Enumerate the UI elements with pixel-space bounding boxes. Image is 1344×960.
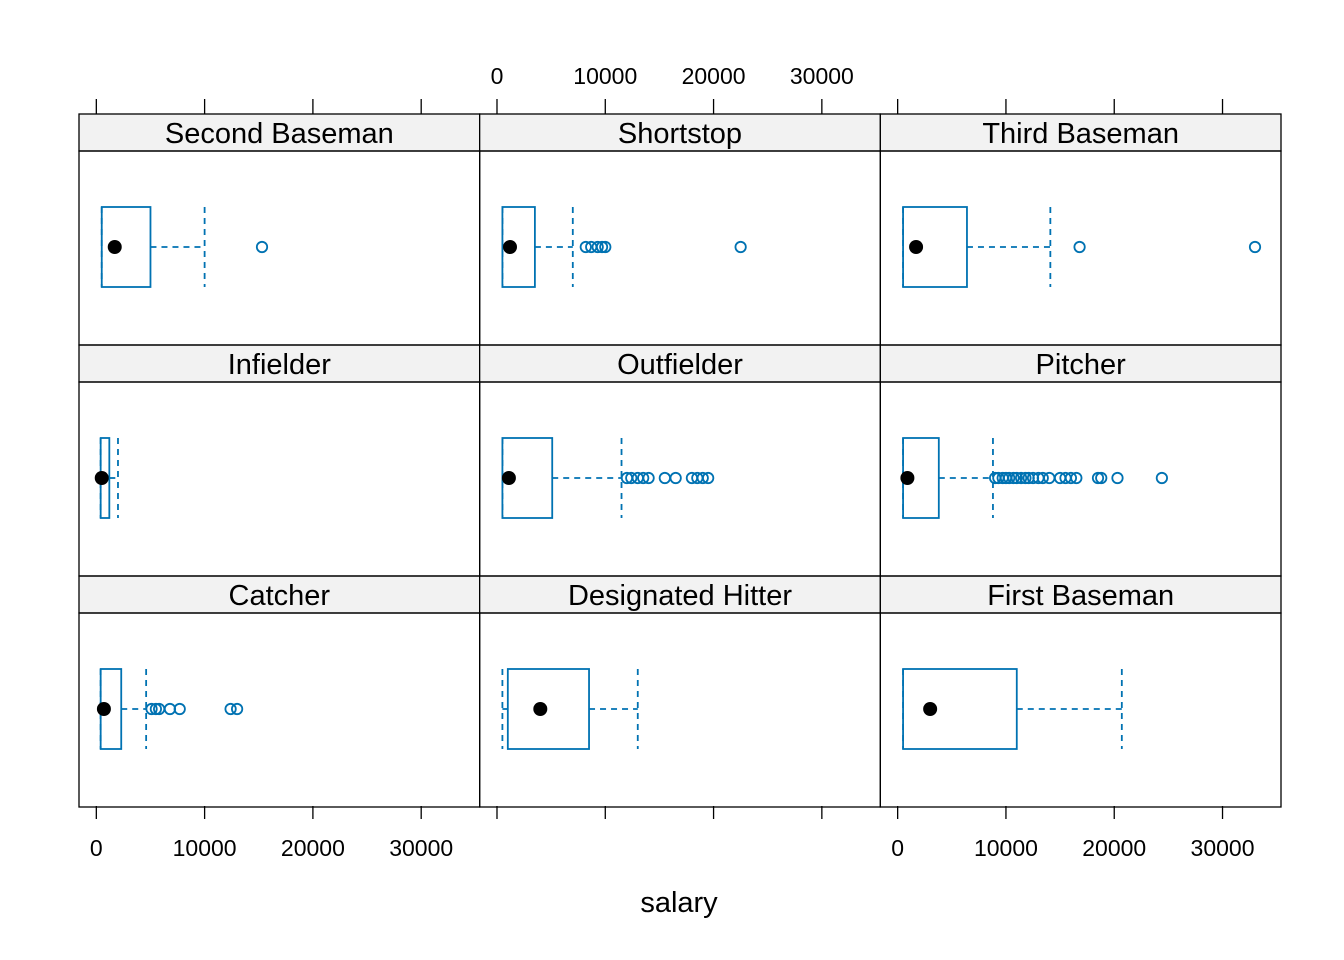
x-tick-label-top-1-30000: 30000 — [790, 63, 854, 89]
panel-second-baseman: Second Baseman — [78, 113, 481, 346]
x-tick-label-bottom-2-30000: 30000 — [1191, 835, 1255, 861]
panel-frame-first-baseman — [879, 612, 1282, 808]
strip-first-baseman — [879, 575, 1282, 614]
strip-catcher — [78, 575, 481, 614]
x-tick-label-bottom-0-30000: 30000 — [389, 835, 453, 861]
strip-label-third-baseman: Third Baseman — [982, 118, 1179, 150]
outlier-shortstop-5 — [734, 240, 747, 254]
strip-label-pitcher: Pitcher — [1036, 349, 1127, 381]
strip-shortstop — [479, 113, 881, 152]
outlier-pitcher-16 — [1064, 471, 1078, 485]
outlier-outfielder-6 — [669, 471, 682, 485]
strip-label-shortstop: Shortstop — [618, 118, 742, 150]
outlier-shortstop-4 — [599, 240, 612, 254]
box-second-baseman — [100, 206, 152, 288]
median-dot-outfielder — [501, 471, 516, 485]
outlier-outfielder-3 — [637, 471, 650, 485]
median-dot-second-baseman — [107, 240, 122, 254]
outlier-catcher-3 — [163, 702, 177, 716]
box-third-baseman — [902, 206, 968, 288]
x-tick-label-bottom-0-0: 0 — [90, 835, 103, 861]
panel-frame-third-baseman — [879, 150, 1282, 346]
outlier-shortstop-3 — [595, 240, 609, 254]
panel-designated-hitter: Designated Hitter — [479, 575, 881, 808]
outlier-shortstop-2 — [591, 240, 604, 254]
outlier-pitcher-19 — [1095, 471, 1108, 485]
strip-label-outfielder: Outfielder — [617, 349, 743, 381]
strip-infielder — [78, 344, 481, 383]
x-tick-label-top-1-0: 0 — [491, 63, 504, 89]
outlier-pitcher-17 — [1070, 471, 1083, 485]
outlier-pitcher-18 — [1091, 471, 1105, 485]
outlier-pitcher-21 — [1155, 471, 1168, 485]
outlier-pitcher-5 — [1007, 471, 1020, 485]
box-designated-hitter — [506, 668, 590, 750]
outlier-pitcher-7 — [1015, 471, 1028, 485]
x-tick-label-bottom-2-20000: 20000 — [1082, 835, 1146, 861]
x-axis-title: salary — [640, 887, 718, 919]
x-tick-label-top-1-20000: 20000 — [682, 63, 746, 89]
median-dot-catcher — [96, 702, 111, 716]
x-tick-label-bottom-0-20000: 20000 — [281, 835, 345, 861]
panel-frame-shortstop — [479, 150, 881, 346]
median-dot-shortstop — [502, 240, 517, 254]
panel-infielder: Infielder — [78, 344, 481, 577]
outlier-pitcher-4 — [1003, 471, 1016, 485]
outlier-catcher-0 — [145, 702, 158, 716]
panel-frame-infielder — [78, 381, 481, 577]
panel-shortstop: Shortstop — [479, 113, 881, 346]
outlier-third-baseman-1 — [1248, 240, 1262, 254]
outlier-third-baseman-0 — [1073, 240, 1086, 254]
panel-pitcher: Pitcher — [879, 344, 1282, 577]
panel-frame-catcher — [78, 612, 481, 808]
outlier-catcher-1 — [149, 702, 162, 716]
strip-label-second-baseman: Second Baseman — [165, 118, 394, 150]
outlier-outfielder-10 — [702, 471, 715, 485]
x-tick-label-bottom-2-0: 0 — [891, 835, 904, 861]
panel-catcher: Catcher — [78, 575, 481, 808]
outlier-outfielder-5 — [658, 471, 671, 485]
outlier-second-baseman-0 — [255, 240, 269, 254]
strip-outfielder — [479, 344, 881, 383]
strip-third-baseman — [879, 113, 1282, 152]
outlier-catcher-4 — [173, 702, 186, 716]
strip-label-catcher: Catcher — [229, 580, 331, 612]
median-dot-first-baseman — [923, 702, 938, 716]
outlier-catcher-5 — [224, 702, 237, 716]
panel-third-baseman: Third Baseman — [879, 113, 1282, 346]
strip-second-baseman — [78, 113, 481, 152]
box-shortstop — [501, 206, 536, 288]
strip-label-infielder: Infielder — [228, 349, 332, 381]
panel-first-baseman: First Baseman — [879, 575, 1282, 808]
outlier-pitcher-20 — [1111, 471, 1124, 485]
outlier-outfielder-4 — [642, 471, 655, 485]
median-dot-infielder — [94, 471, 109, 485]
box-first-baseman — [902, 668, 1018, 750]
strip-label-designated-hitter: Designated Hitter — [568, 580, 792, 612]
x-tick-label-bottom-0-10000: 10000 — [173, 835, 237, 861]
outlier-pitcher-8 — [1019, 471, 1032, 485]
panel-outfielder: Outfielder — [479, 344, 881, 577]
outlier-shortstop-0 — [579, 240, 592, 254]
outlier-pitcher-6 — [1010, 471, 1023, 485]
median-dot-pitcher — [900, 471, 915, 485]
x-tick-label-bottom-2-10000: 10000 — [974, 835, 1038, 861]
strip-label-first-baseman: First Baseman — [987, 580, 1174, 612]
panel-frame-second-baseman — [78, 150, 481, 346]
outlier-catcher-6 — [231, 702, 244, 716]
outlier-pitcher-13 — [1043, 471, 1056, 485]
outlier-outfielder-9 — [696, 471, 709, 485]
x-tick-label-top-1-10000: 10000 — [573, 63, 637, 89]
median-dot-designated-hitter — [533, 702, 548, 716]
median-dot-third-baseman — [909, 240, 924, 254]
panel-frame-pitcher — [879, 381, 1282, 577]
outlier-outfielder-1 — [625, 471, 638, 485]
outlier-pitcher-12 — [1036, 471, 1049, 485]
